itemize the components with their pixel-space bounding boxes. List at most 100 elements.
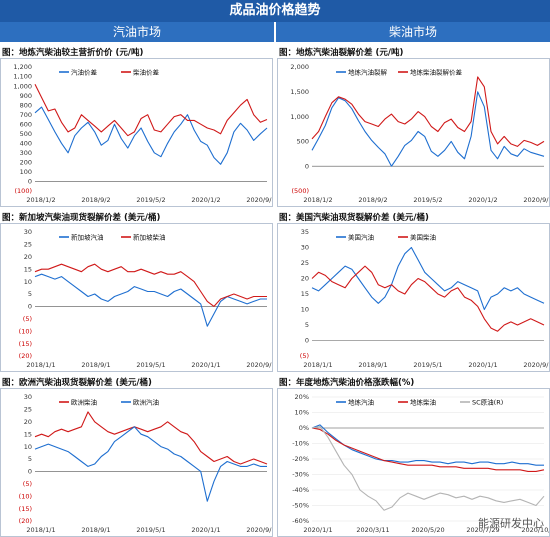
x-tick-label: 2019/5/2 [136,196,165,204]
y-tick-label: 500 [20,130,32,138]
y-tick-label: (10) [19,327,32,335]
y-tick-label: 1,000 [13,82,32,90]
x-tick-label: 2019/5/2 [413,196,442,204]
series-line-2 [34,426,267,502]
x-tick-label: 2018/1/2 [26,196,55,204]
credit-watermark: 能源研发中心 [478,517,544,530]
y-tick-label: (20) [19,517,32,525]
y-tick-label: 0 [28,468,32,476]
series-line-1 [34,273,267,327]
chart-panel-p6: 图：年度地炼汽柴油价格涨跌幅(%) 20% 10% 0% -10% -20% -30% -4… [277,374,550,537]
x-tick-label: 2020/1/1 [191,526,220,534]
y-tick-label: 5 [305,321,309,329]
y-tick-label: 15 [24,265,32,273]
y-tick-label: (5) [23,480,32,488]
y-tick-label: 20 [24,253,32,261]
y-tick-label: -20% [292,455,309,463]
chart-panel-p2: 图：地炼汽柴油裂解价差 (元/吨) 2,000 1,500 1,000 500 0 (50… [277,44,550,207]
chart-title: 图：年度地炼汽柴油价格涨跌幅(%) [279,378,415,388]
series-line-3 [311,425,545,511]
y-tick-label: 0 [305,162,309,170]
line-chart: 30 25 20 15 10 5 0 (5) (10) (15) (20)2018/1/1 2018/… [19,393,272,534]
legend-label: 地炼柴油裂解价差 [410,67,463,76]
x-tick-label: 2020/9/1 [246,361,272,369]
x-tick-label: 2018/9/1 [81,526,110,534]
x-tick-label: 2020/1/1 [303,526,332,534]
chart-title: 图：地炼汽柴油裂解价差 (元/吨) [279,48,404,58]
legend-label: 柴油价差 [133,67,160,76]
x-tick-label: 2020/5/20 [411,526,444,534]
y-tick-label: 25 [24,406,32,414]
y-tick-label: (20) [19,352,32,360]
x-tick-label: 2018/1/2 [303,196,332,204]
y-tick-label: (10) [19,492,32,500]
y-tick-label: -30% [292,471,309,479]
series-line-2 [311,427,545,472]
y-tick-label: 10% [295,409,309,417]
series-line-1 [311,91,545,167]
x-tick-label: 2020/1/2 [468,196,497,204]
y-tick-label: (100) [15,187,32,195]
x-tick-label: 2019/5/1 [136,361,165,369]
x-tick-label: 2020/10/7 [521,526,549,534]
y-tick-label: 35 [301,228,309,236]
y-tick-label: 10 [301,306,309,314]
y-tick-label: 1,200 [13,63,32,71]
x-tick-label: 2020/1/1 [191,361,220,369]
y-tick-label: 0 [28,303,32,311]
y-tick-label: 20 [301,275,309,283]
x-tick-label: 2020/3/11 [356,526,389,534]
x-tick-label: 2018/9/2 [81,196,110,204]
legend-label: 地炼柴油 [410,397,436,406]
y-tick-label: 0% [299,424,309,432]
y-tick-label: 700 [20,111,32,119]
x-tick-label: 2018/1/1 [26,361,55,369]
y-tick-label: (5) [300,352,309,360]
line-chart: 20% 10% 0% -10% -20% -30% -40% -50% -60%2020/1/1… [292,393,549,534]
y-tick-label: 400 [20,140,32,148]
series-line-1 [34,106,268,165]
chart-panel-p4: 图：美国汽柴油现货裂解价差 (美元/桶) 35 30 25 20 15 10 5 0 (5) 20… [277,209,550,372]
y-tick-label: 1,000 [290,113,309,121]
x-tick-label: 2019/5/1 [413,361,442,369]
y-tick-label: -10% [292,440,309,448]
y-tick-label: 30 [24,393,32,401]
y-tick-label: (500) [292,187,309,195]
y-tick-label: 0 [305,337,309,345]
legend-label: 新加坡柴油 [133,232,166,241]
y-tick-label: 2,000 [290,63,309,71]
series-line-1 [311,246,545,311]
chart-panel-p1: 图：地炼汽柴油较主营折价价 (元/吨) 1,200 1,100 1,000 900 80… [0,44,273,207]
x-tick-label: 2018/9/2 [358,196,387,204]
legend-label: 地炼汽油 [348,397,374,406]
x-tick-label: 2020/7/29 [466,526,499,534]
x-tick-label: 2018/1/1 [26,526,55,534]
y-tick-label: (15) [19,340,32,348]
chart-title: 图：地炼汽柴油较主营折价价 (元/吨) [2,48,144,58]
y-tick-label: 25 [24,241,32,249]
page-title: 成品油价格趋势 [0,0,550,22]
y-tick-label: 600 [20,120,32,128]
chart-title: 图：欧洲汽柴油现货裂解价差 (美元/桶) [2,378,152,388]
legend-label: 地炼汽油裂解 [348,67,388,76]
y-tick-label: 200 [20,159,32,167]
legend-label: 美国柴油 [410,232,436,241]
y-tick-label: -40% [292,486,309,494]
gasoline-section-header: 汽油市场 [0,22,274,42]
x-tick-label: 2020/1/2 [191,196,220,204]
y-tick-label: 100 [20,168,32,176]
diesel-section-header: 柴油市场 [276,22,550,42]
y-tick-label: 10 [24,443,32,451]
series-line-2 [34,263,267,307]
x-tick-label: 2018/1/1 [303,361,332,369]
x-tick-label: 2019/5/1 [136,526,165,534]
y-tick-label: 5 [28,455,32,463]
legend-label: 汽油价差 [71,67,98,76]
y-tick-label: 900 [20,92,32,100]
series-line-1 [311,424,544,466]
y-tick-label: 1,500 [290,88,309,96]
chart-title: 图：新加坡汽柴油现货裂解价差 (美元/桶) [2,213,161,223]
line-chart: 35 30 25 20 15 10 5 0 (5)2018/1/1 2018/9/1 2019/5/… [300,228,549,369]
series-line-2 [311,76,545,147]
y-tick-label: 15 [301,290,309,298]
